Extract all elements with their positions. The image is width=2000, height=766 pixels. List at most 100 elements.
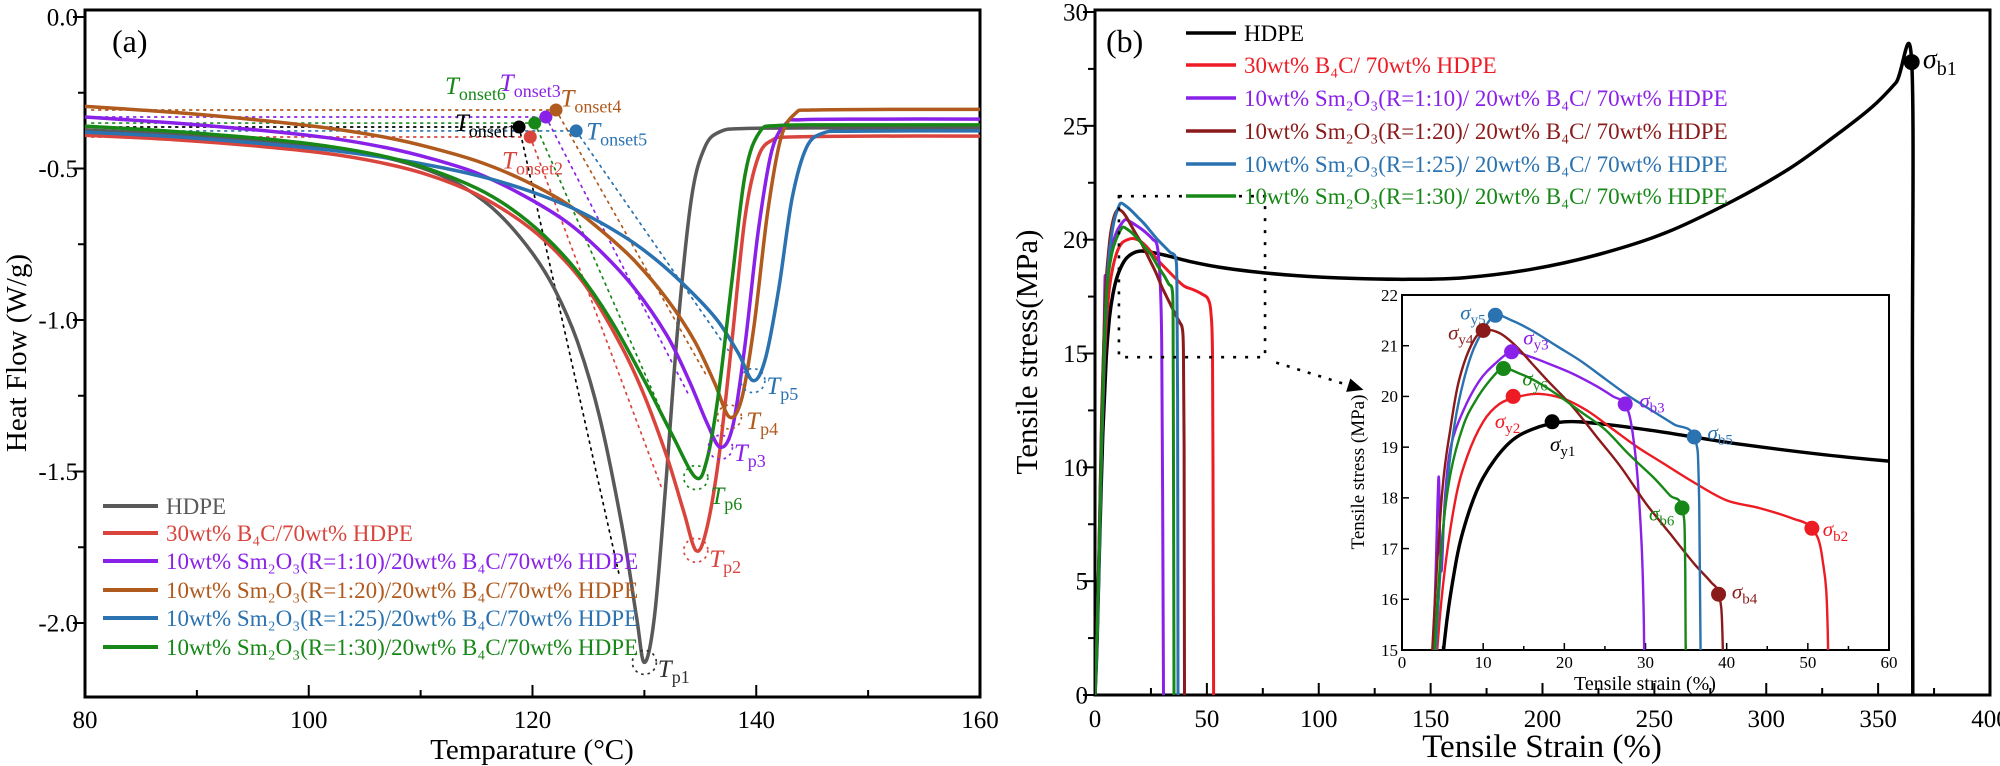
legend-b-label-2: 30wt% B₄C/ 70wt% HDPE <box>1244 53 1497 78</box>
x-tick-label: 200 <box>1524 706 1562 733</box>
x-tick-label: 80 <box>73 707 98 734</box>
inset-label-b6-subscript: b6 <box>1659 514 1675 530</box>
inset-dot-y2 <box>1505 388 1521 404</box>
inset-dot-b3 <box>1617 396 1633 412</box>
peak-label-2-subscript: p2 <box>723 557 741 577</box>
peak-label-4: Tp4 <box>746 408 778 439</box>
onset-label-2-subscript: onset2 <box>516 159 563 179</box>
peak-label-3-subscript: p3 <box>748 451 766 471</box>
inset-label-y2-subscript: y2 <box>1505 421 1520 437</box>
sigma-b1-dot <box>1903 54 1920 71</box>
y-tick-label: 21 <box>1381 336 1398 355</box>
inset-x-axis-title: Tensile strain (%) <box>1574 673 1716 695</box>
inset-ticks: 0 10 20 30 40 50 60 15 16 17 18 19 20 21 22 <box>1381 286 1898 672</box>
onset-dot-4 <box>549 103 563 117</box>
x-tick-label: 50 <box>1194 706 1219 733</box>
y-tick-label: -1.5 <box>38 459 78 486</box>
y-tick-label: 17 <box>1381 539 1399 558</box>
x-tick-label: 300 <box>1748 706 1786 733</box>
y-tick-label: -0.5 <box>38 156 78 183</box>
inset-label-y1: σy1 <box>1550 432 1575 460</box>
inset-dot-b5 <box>1686 429 1702 445</box>
sigma-b1-label-symbol: σ <box>1923 44 1938 75</box>
zoom-arrowhead-icon <box>1346 378 1364 392</box>
curve-a-4 <box>85 104 980 420</box>
panel-b-legend: HDPE 30wt% B₄C/ 70wt% HDPE 10wt% Sm₂O₃(R=1… <box>1186 21 1728 209</box>
y-tick-label: 20 <box>1063 227 1088 254</box>
peak-label-3: Tp3 <box>734 440 766 471</box>
panel-a-tag: (a) <box>112 23 148 59</box>
x-tick-label: 30 <box>1637 653 1654 672</box>
y-tick-label: 19 <box>1381 438 1398 457</box>
inset-label-b6-symbol: σ <box>1649 502 1661 526</box>
inset-label-b5: σb5 <box>1707 421 1732 449</box>
peak-label-1-symbol: T <box>658 656 674 683</box>
x-tick-label: 50 <box>1799 653 1816 672</box>
onset-label-3: Tonset3 <box>500 70 561 101</box>
peak-label-1-subscript: p1 <box>672 667 690 687</box>
x-tick-label: 140 <box>738 707 776 734</box>
inset-dot-y5 <box>1487 307 1503 323</box>
x-tick-label: 120 <box>514 707 552 734</box>
inset-curves <box>1431 313 1889 650</box>
sigma-b1-label: σb1 <box>1923 44 1957 80</box>
y-tick-label: 30 <box>1063 0 1088 27</box>
y-tick-label: 0.0 <box>47 5 78 32</box>
x-tick-label: 40 <box>1718 653 1735 672</box>
panel-a-curves <box>85 104 980 665</box>
inset-curve-6 <box>1433 367 1688 650</box>
y-tick-label: 15 <box>1381 641 1398 660</box>
onset-label-3-subscript: onset3 <box>514 81 561 101</box>
x-tick-label: 250 <box>1636 706 1674 733</box>
onset-tangent-4 <box>555 109 707 376</box>
onset-dot-2 <box>523 130 537 144</box>
inset-label-y4: σy4 <box>1448 321 1474 349</box>
onset-label-3-symbol: T <box>500 70 516 97</box>
peak-circle-6 <box>682 464 709 491</box>
peak-circle-3 <box>707 434 734 461</box>
curve-a-5 <box>85 129 980 383</box>
peak-circle-2 <box>682 537 709 564</box>
legend-a-label-1: HDPE <box>166 494 226 519</box>
inset-dot-y3 <box>1504 344 1520 360</box>
inset-curve-4 <box>1431 328 1725 650</box>
panel-a-chart: 80 100 120 140 160 0.0 -0.5 -1.0 -1.5 -2.0 Tonset… <box>1 5 999 766</box>
inset-label-b2-subscript: b2 <box>1833 529 1848 545</box>
sigma-b1-label-subscript: b1 <box>1937 58 1957 80</box>
inset-plot-frame <box>1401 294 1890 651</box>
inset-label-b6: σb6 <box>1649 502 1675 530</box>
inset-label-b2-symbol: σ <box>1823 517 1835 541</box>
peak-circle-1 <box>631 649 658 676</box>
x-tick-label: 10 <box>1475 653 1492 672</box>
curve-b-6 <box>1095 225 1176 695</box>
inset-label-b3-symbol: σ <box>1639 389 1651 413</box>
legend-a-label-6: 10wt% Sm₂O₃(R=1:30)/20wt% B₄C/70wt% HDPE <box>166 635 638 660</box>
x-tick-label: 400 <box>1971 706 2000 733</box>
legend-a-label-4: 10wt% Sm₂O₃(R=1:20)/20wt% B₄C/70wt% HDPE <box>166 578 638 603</box>
onset-dot-1 <box>512 120 526 134</box>
panel-b-y-axis-title: Tensile stress(MPa) <box>1010 230 1044 475</box>
onset-label-6-subscript: onset6 <box>459 84 506 104</box>
x-tick-label: 20 <box>1556 653 1573 672</box>
peak-label-2-symbol: T <box>709 546 725 573</box>
inset-label-b4-subscript: b4 <box>1742 591 1758 607</box>
y-tick-label: 15 <box>1063 341 1088 368</box>
y-tick-label: 10 <box>1063 455 1088 482</box>
x-tick-label: 160 <box>961 707 999 734</box>
zoom-arrow-line <box>1275 361 1351 387</box>
onset-tangent-3 <box>545 116 690 397</box>
onset-label-1: Tonset1 <box>455 110 516 141</box>
panel-a-ticks: 80 100 120 140 160 0.0 -0.5 -1.0 -1.5 -2.0 <box>38 5 998 735</box>
inset-label-y6-symbol: σ <box>1522 366 1534 390</box>
legend-b-label-5: 10wt% Sm₂O₃(R=1:25)/ 20wt% B₄C/ 70wt% HD… <box>1244 152 1728 177</box>
peak-label-3-symbol: T <box>734 440 750 467</box>
inset-label-y1-symbol: σ <box>1550 432 1562 456</box>
inset-label-b4-symbol: σ <box>1732 579 1744 603</box>
panel-b-tag: (b) <box>1106 23 1143 59</box>
peak-circle-4 <box>716 404 743 430</box>
inset-label-y4-symbol: σ <box>1448 321 1460 345</box>
panel-a-y-axis-title: Heat Flow (W/g) <box>1 254 33 452</box>
onset-dot-3 <box>539 110 553 124</box>
legend-a-label-3: 10wt% Sm₂O₃(R=1:10)/20wt% B₄C/70wt% HDPE <box>166 549 638 574</box>
